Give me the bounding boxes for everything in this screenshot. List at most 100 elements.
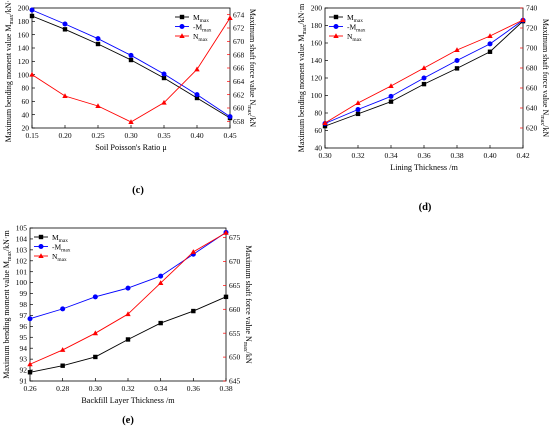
x-tick-label: 0.38 [219,384,232,393]
x-tick-label: 0.38 [450,151,463,160]
data-point [487,33,493,38]
data-point [93,354,98,360]
y2-tick-label: 700 [526,44,538,53]
x-tick-label: 0.30 [318,151,331,160]
data-point [388,83,394,88]
y2-tick-label: 666 [233,64,245,73]
y2-tick-label: 662 [233,90,245,99]
y2-tick-label: 645 [229,377,241,386]
y-tick-label: 20 [22,124,30,133]
data-point [161,99,167,105]
y-tick-label: 60 [22,97,30,106]
data-point [355,100,361,105]
data-point [161,71,167,77]
data-point [194,66,200,72]
y-tick-label: 105 [16,224,28,233]
y-axis-label: Maximum bending moment value Mmax/kN·m [4,0,15,142]
x-tick-label: 0.32 [121,384,134,393]
data-point [95,36,101,42]
legend-marker [38,253,44,258]
data-point [62,27,68,32]
data-point [454,47,460,52]
data-point [194,95,200,101]
x-tick-label: 0.20 [58,131,71,140]
data-point [322,123,328,129]
y-tick-label: 104 [16,235,28,244]
legend-entry-label: Nmax [347,32,362,43]
legend-entry-label: Mmax [52,233,68,244]
legend-marker [333,24,339,29]
y-tick-label: 180 [18,17,30,26]
y2-tick-label: 620 [526,124,538,133]
data-point [487,49,493,54]
y2-tick-label: 655 [229,329,241,338]
x-tick-label: 0.35 [157,131,170,140]
x-tick-label: 0.40 [190,131,203,140]
x-axis-label: Lining Thickness /m [390,163,458,172]
data-point [95,41,101,47]
legend-entry-label: -Mmax [347,22,366,33]
chart-panel-e: 0.26 0.28 0.30 0.32 0.34 0.36 0.38 91 92 93 94 95 96… [2,224,253,426]
legend-marker [38,234,44,240]
x-tick-label: 0.15 [25,131,38,140]
y-tick-label: 97 [20,311,28,320]
data-point [27,370,33,375]
data-point [322,120,328,125]
x-tick-label: 0.34 [384,151,397,160]
data-point [128,119,134,124]
legend-entry-label: Mmax [193,13,209,24]
legend-marker [179,14,185,20]
x-tick-label: 0.40 [483,151,496,160]
data-point [125,285,131,291]
y-tick-label: 200 [311,4,323,13]
y-tick-label: 100 [311,91,323,100]
legend-entry-label: -Mmax [52,242,71,253]
y-tick-label: 40 [315,144,323,153]
y-tick-label: 160 [311,39,323,48]
y-tick-label: 80 [315,109,323,118]
data-point [60,363,65,368]
y2-tick-label: 720 [526,24,538,33]
y2-axis-label: Maximum shaft force value Nmax/kN [242,245,253,364]
y-tick-label: 101 [16,267,28,276]
data-point [161,75,167,81]
y2-axis-label: Maximum shaft force value Nmax/kN [246,9,257,128]
y-axis-label: Maximum bending moment value Mmax/kN·m [297,3,308,152]
data-point [223,229,229,235]
data-point [223,294,229,300]
data-point [454,66,460,71]
series-line-mmax [29,296,227,373]
legend-marker [179,24,185,29]
y-tick-label: 103 [16,245,28,254]
data-point [60,306,66,312]
x-axis-label: Soil Poisson's Ratio μ [95,143,167,152]
data-point [29,71,35,77]
data-point [355,107,361,112]
y2-tick-label: 660 [526,84,538,93]
x-tick-label: 0.32 [351,151,364,160]
data-point [27,316,33,322]
panel-label: (d) [419,202,432,213]
y2-tick-label: 668 [233,50,245,59]
x-tick-label: 0.26 [23,384,36,393]
y-tick-label: 96 [20,322,28,331]
data-point [421,81,427,87]
panel-label: (c) [132,185,144,196]
y2-tick-label: 640 [526,104,538,113]
y2-tick-label: 740 [526,4,538,13]
y2-tick-label: 672 [233,24,245,33]
x-tick-label: 0.45 [223,131,236,140]
y-tick-label: 60 [315,126,323,135]
x-tick-label: 0.28 [56,384,69,393]
legend-entry-label: Mmax [347,13,363,24]
data-point [157,280,164,285]
y2-tick-label: 674 [233,10,245,19]
data-point [92,294,98,300]
legend-entry-label: -Mmax [193,22,212,33]
y2-tick-label: 660 [233,104,245,113]
data-point [454,58,460,63]
x-tick-label: 0.34 [154,384,167,393]
